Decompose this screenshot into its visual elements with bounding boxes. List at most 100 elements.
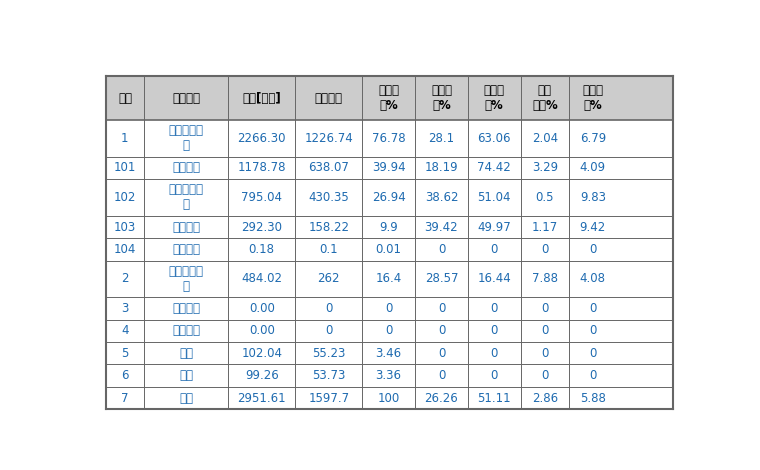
Text: 102: 102 — [114, 191, 136, 204]
Text: 795.04: 795.04 — [241, 191, 282, 204]
Text: 0: 0 — [490, 347, 498, 360]
Text: 0: 0 — [589, 347, 597, 360]
Text: 3.46: 3.46 — [375, 347, 402, 360]
Text: 0: 0 — [541, 347, 549, 360]
Text: 63.06: 63.06 — [477, 132, 511, 145]
Text: 6.79: 6.79 — [580, 132, 606, 145]
Text: 0.00: 0.00 — [249, 324, 274, 337]
Text: 1: 1 — [121, 132, 128, 145]
Text: 占总造
价%: 占总造 价% — [378, 84, 399, 112]
Text: 99.26: 99.26 — [245, 369, 279, 382]
Text: 38.62: 38.62 — [425, 191, 458, 204]
Text: 100: 100 — [378, 392, 400, 405]
Text: 3: 3 — [121, 302, 128, 315]
Text: 税金: 税金 — [179, 369, 193, 382]
Text: 5.88: 5.88 — [580, 392, 606, 405]
Text: 0: 0 — [589, 302, 597, 315]
Text: 55.23: 55.23 — [312, 347, 346, 360]
Bar — [106, 387, 673, 409]
Text: 1226.74: 1226.74 — [304, 132, 353, 145]
Text: 安装工程: 安装工程 — [173, 220, 200, 234]
Text: 其中
机械%: 其中 机械% — [532, 84, 558, 112]
Text: 39.94: 39.94 — [372, 161, 406, 174]
Text: 3.29: 3.29 — [532, 161, 558, 174]
Text: 0.01: 0.01 — [375, 243, 401, 256]
Bar — [106, 320, 673, 342]
Text: 0: 0 — [438, 347, 445, 360]
Text: 16.4: 16.4 — [375, 273, 402, 285]
Text: 编号: 编号 — [118, 92, 132, 105]
Text: 9.42: 9.42 — [580, 220, 606, 234]
Text: 0: 0 — [490, 369, 498, 382]
Text: 7.88: 7.88 — [532, 273, 558, 285]
Text: 0.18: 0.18 — [249, 243, 275, 256]
Text: 101: 101 — [114, 161, 136, 174]
Text: 价差调整: 价差调整 — [173, 324, 200, 337]
Text: 18.19: 18.19 — [425, 161, 458, 174]
Text: 其中管
理%: 其中管 理% — [582, 84, 603, 112]
Text: 484.02: 484.02 — [241, 273, 282, 285]
Text: 158.22: 158.22 — [309, 220, 350, 234]
Text: 1597.7: 1597.7 — [309, 392, 350, 405]
Text: 49.97: 49.97 — [477, 220, 511, 234]
Text: 分部分项清
单: 分部分项清 单 — [169, 125, 204, 152]
Text: 51.04: 51.04 — [477, 191, 511, 204]
Text: 0: 0 — [589, 324, 597, 337]
Text: 102.04: 102.04 — [241, 347, 282, 360]
Text: 430.35: 430.35 — [309, 191, 349, 204]
Text: 2266.30: 2266.30 — [237, 132, 286, 145]
Text: 市政工程: 市政工程 — [173, 243, 200, 256]
Text: 0: 0 — [541, 369, 549, 382]
Bar — [106, 120, 673, 157]
Text: 2.04: 2.04 — [532, 132, 558, 145]
Text: 7: 7 — [121, 392, 128, 405]
Text: 16.44: 16.44 — [477, 273, 511, 285]
Text: 0: 0 — [490, 324, 498, 337]
Text: 3.36: 3.36 — [375, 369, 401, 382]
Text: 9.9: 9.9 — [379, 220, 398, 234]
Text: 0: 0 — [438, 369, 445, 382]
Text: 1178.78: 1178.78 — [237, 161, 286, 174]
Text: 0.5: 0.5 — [536, 191, 554, 204]
Text: 0: 0 — [385, 302, 392, 315]
Text: 措施项目清
单: 措施项目清 单 — [169, 265, 204, 293]
Text: 0.1: 0.1 — [319, 243, 338, 256]
Text: 4.08: 4.08 — [580, 273, 606, 285]
Bar — [106, 157, 673, 179]
Bar — [106, 179, 673, 216]
Text: 单方造价: 单方造价 — [315, 92, 343, 105]
Text: 其中人
工%: 其中人 工% — [431, 84, 452, 112]
Text: 2.86: 2.86 — [532, 392, 558, 405]
Text: 装饰装修工
程: 装饰装修工 程 — [169, 183, 204, 212]
Text: 104: 104 — [114, 243, 136, 256]
Text: 0: 0 — [385, 324, 392, 337]
Text: 53.73: 53.73 — [312, 369, 346, 382]
Bar — [106, 298, 673, 320]
Text: 金额[万元]: 金额[万元] — [242, 92, 281, 105]
Text: 262: 262 — [318, 273, 340, 285]
Bar — [106, 238, 673, 260]
Text: 0: 0 — [325, 324, 332, 337]
Text: 51.11: 51.11 — [477, 392, 511, 405]
Text: 103: 103 — [114, 220, 136, 234]
Text: 292.30: 292.30 — [241, 220, 282, 234]
Text: 土建工程: 土建工程 — [173, 161, 200, 174]
Text: 0: 0 — [541, 302, 549, 315]
Text: 2951.61: 2951.61 — [237, 392, 286, 405]
Bar — [106, 365, 673, 387]
Text: 0: 0 — [541, 243, 549, 256]
Text: 28.1: 28.1 — [429, 132, 454, 145]
Text: 28.57: 28.57 — [425, 273, 458, 285]
Text: 项目名称: 项目名称 — [173, 92, 200, 105]
Text: 638.07: 638.07 — [309, 161, 349, 174]
Text: 0: 0 — [490, 302, 498, 315]
Text: 0.00: 0.00 — [249, 302, 274, 315]
Bar — [106, 342, 673, 365]
Text: 4: 4 — [121, 324, 128, 337]
Text: 74.42: 74.42 — [477, 161, 511, 174]
Text: 0: 0 — [438, 324, 445, 337]
Text: 0: 0 — [438, 302, 445, 315]
Text: 0: 0 — [438, 243, 445, 256]
Bar — [106, 76, 673, 120]
Text: 39.42: 39.42 — [425, 220, 458, 234]
